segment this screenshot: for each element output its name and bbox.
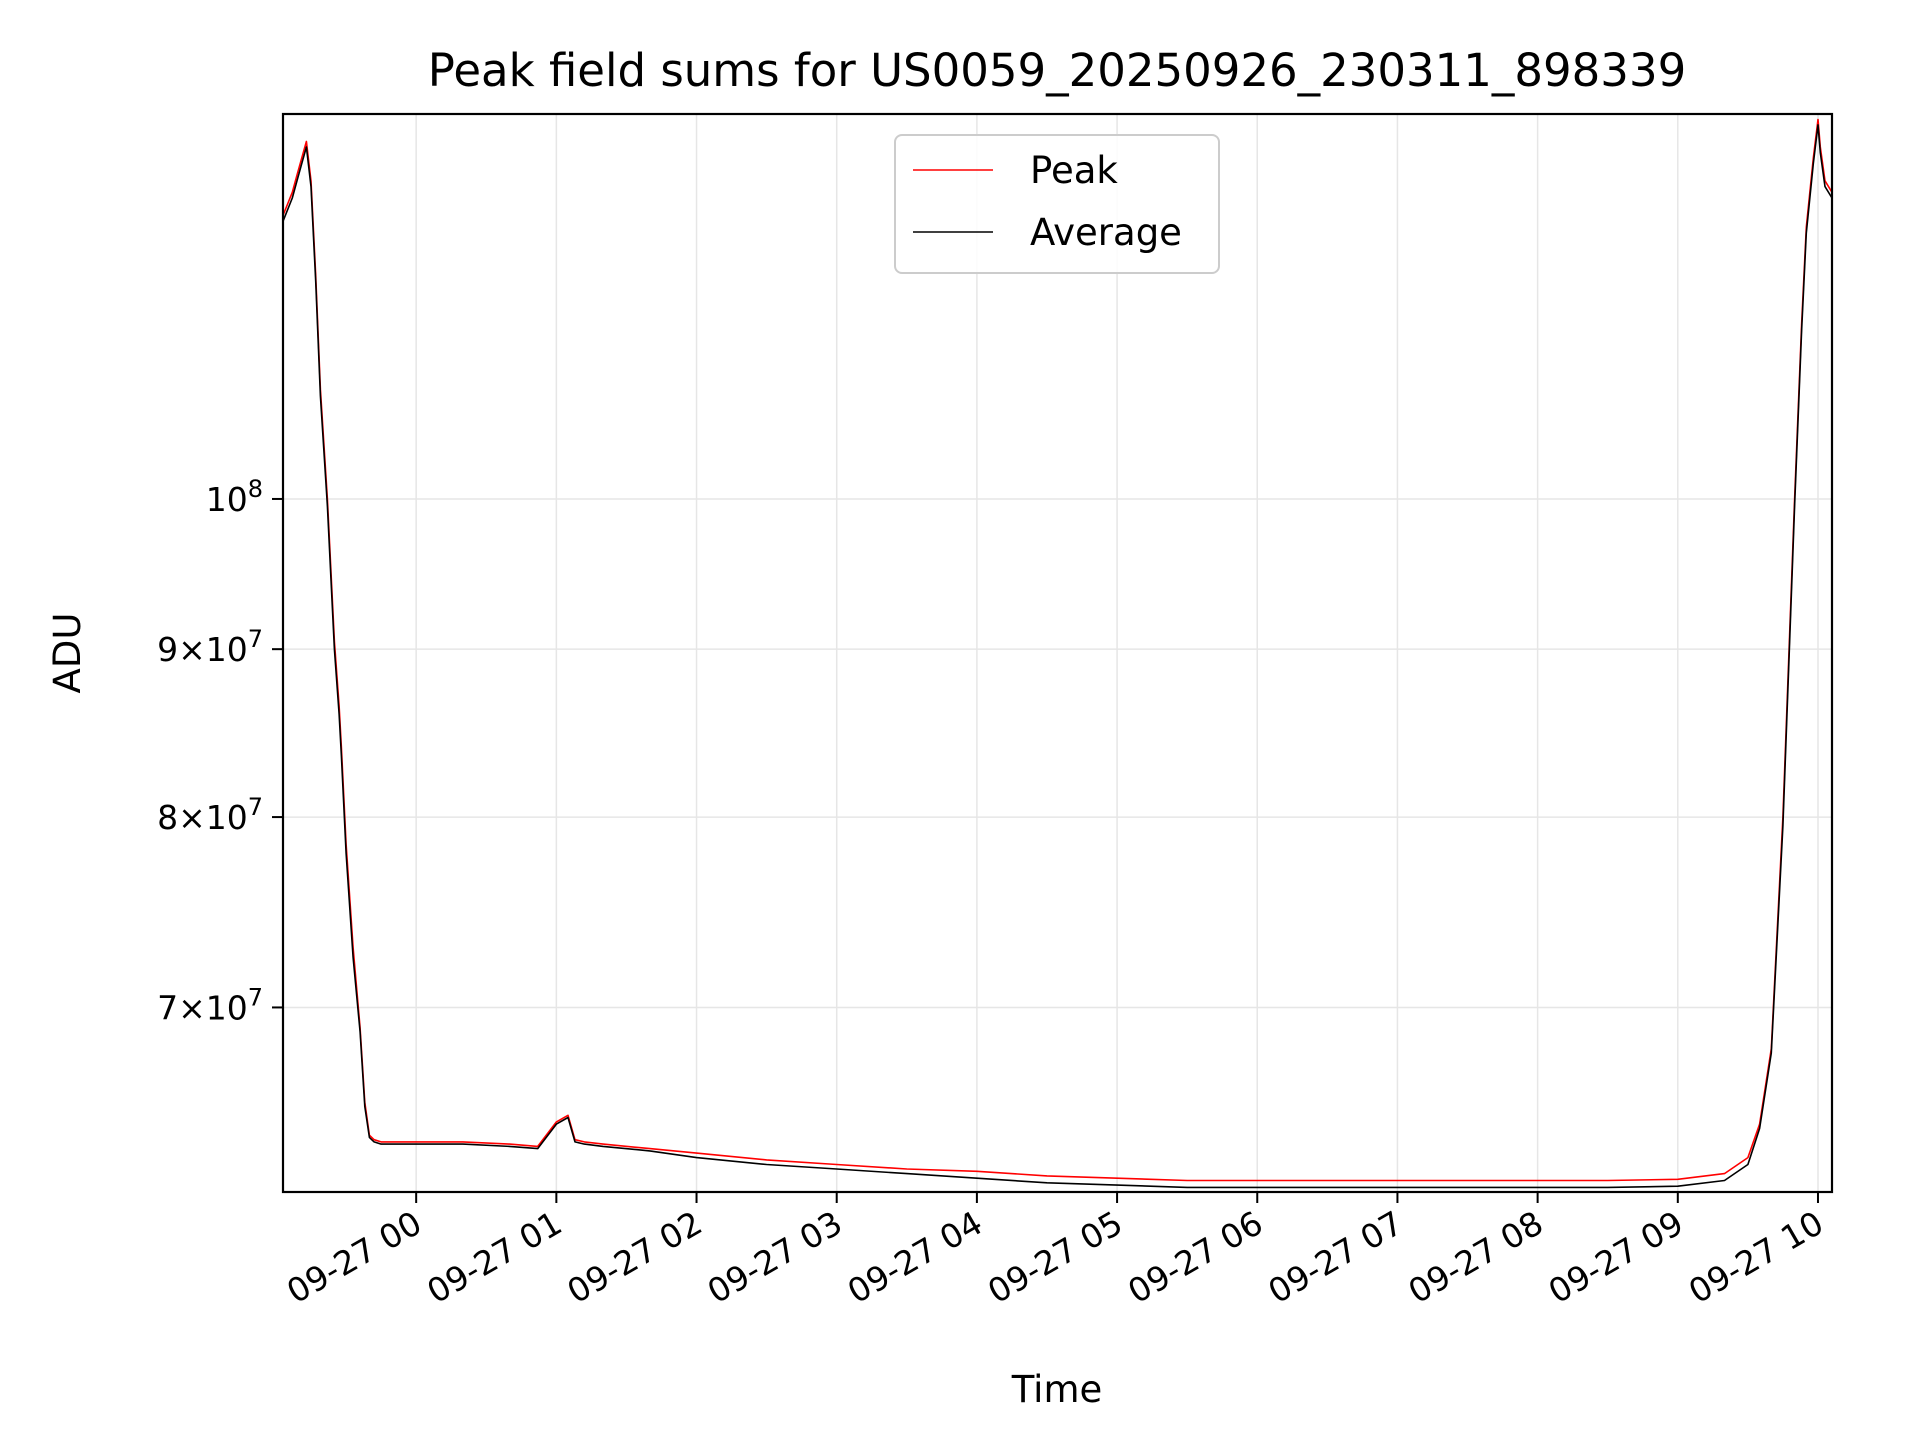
y-tick-label: 7×107 bbox=[157, 983, 263, 1027]
series-line-average bbox=[282, 124, 1833, 1189]
x-tick-label: 09-27 09 bbox=[1542, 1203, 1690, 1311]
x-tick-label: 09-27 04 bbox=[841, 1203, 989, 1311]
x-tick-label: 09-27 07 bbox=[1261, 1203, 1409, 1311]
grid bbox=[283, 114, 1832, 1192]
x-tick-label: 09-27 06 bbox=[1121, 1203, 1269, 1311]
y-tick-label: 8×107 bbox=[157, 793, 263, 837]
legend-label-average: Average bbox=[1030, 211, 1182, 254]
x-axis-label: Time bbox=[1011, 1368, 1103, 1411]
x-tick-label: 09-27 05 bbox=[981, 1203, 1129, 1311]
plot-frame bbox=[281, 112, 1834, 1194]
x-tick-label: 09-27 03 bbox=[701, 1203, 849, 1311]
x-tick-label: 09-27 10 bbox=[1682, 1203, 1830, 1311]
y-tick-label: 9×107 bbox=[157, 625, 263, 669]
legend: Peak Average bbox=[894, 134, 1220, 274]
series-line-peak bbox=[282, 118, 1833, 1182]
y-tick-label: 108 bbox=[206, 475, 263, 519]
x-tick-label: 09-27 01 bbox=[420, 1203, 568, 1311]
x-tick-label: 09-27 00 bbox=[280, 1203, 428, 1311]
y-axis-label: ADU bbox=[46, 613, 89, 694]
y-axis: 7×107 8×107 9×107 108 bbox=[157, 475, 283, 1027]
x-tick-label: 09-27 08 bbox=[1402, 1203, 1550, 1311]
chart-title: Peak field sums for US0059_20250926_2303… bbox=[428, 44, 1686, 97]
legend-label-peak: Peak bbox=[1030, 149, 1118, 192]
x-tick-label: 09-27 02 bbox=[561, 1203, 709, 1311]
series-layer bbox=[282, 118, 1833, 1189]
